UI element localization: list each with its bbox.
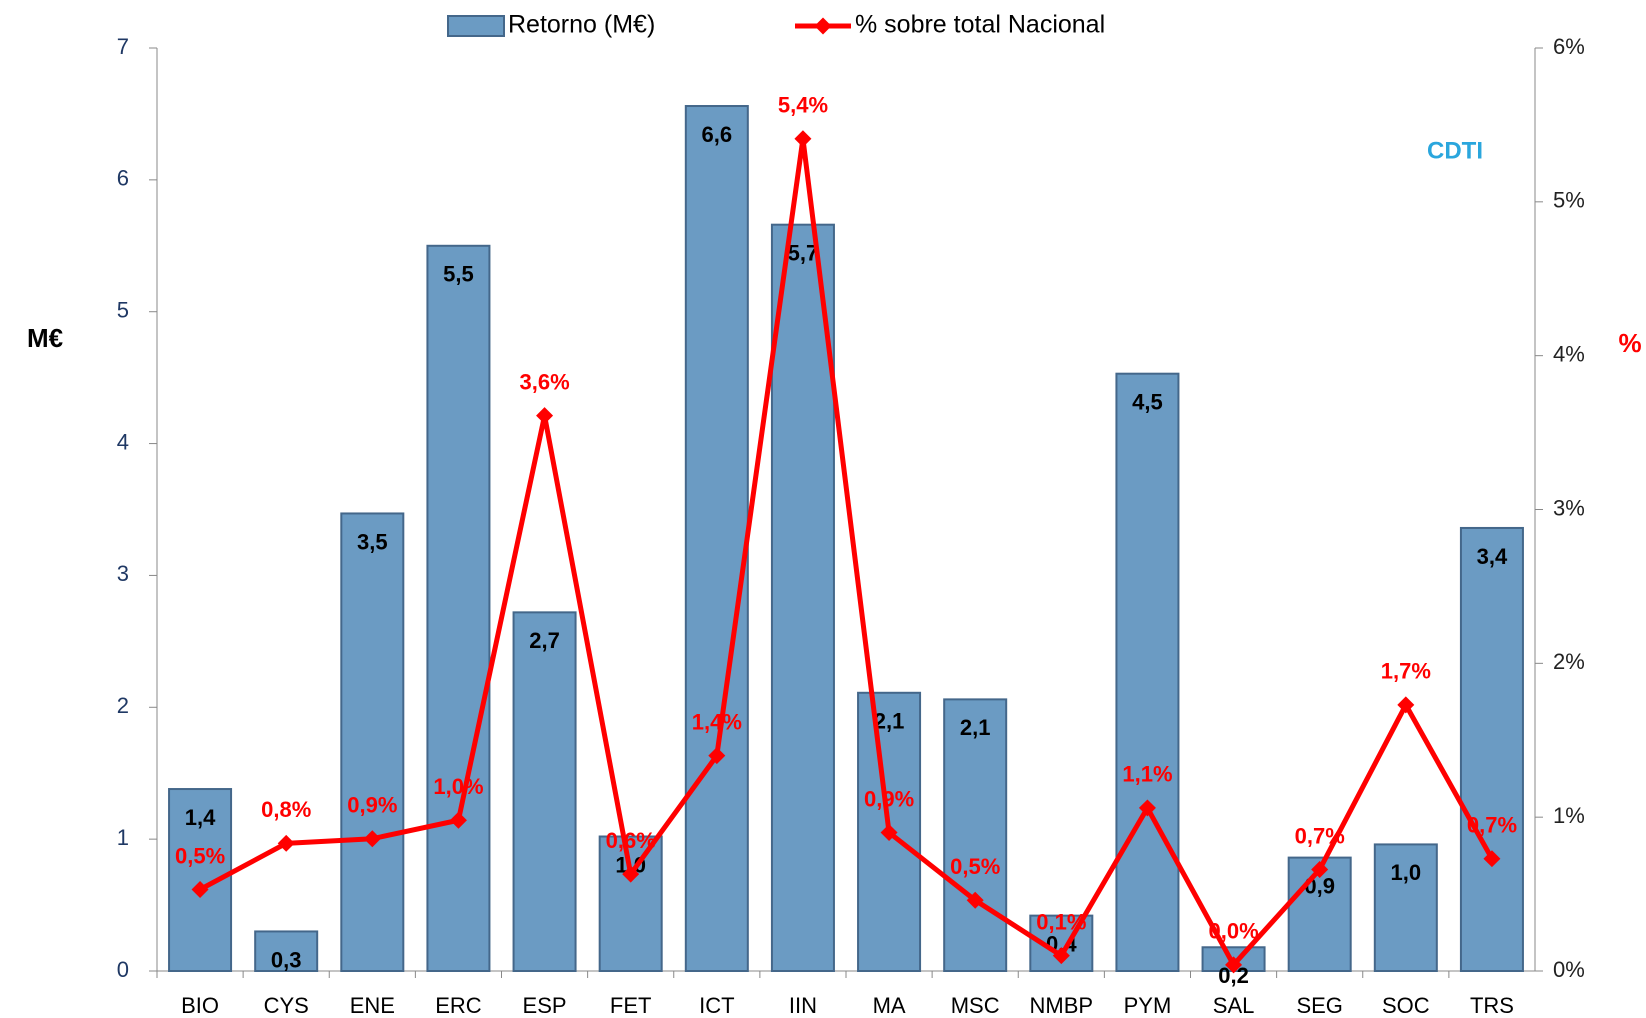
y-axis-title: M€ xyxy=(27,323,63,353)
x-tick-label: IIN xyxy=(789,993,817,1018)
bar-value-label: 2,1 xyxy=(874,709,905,734)
line-marker xyxy=(1052,947,1070,965)
bar xyxy=(512,611,577,972)
bar-value-label: 5,5 xyxy=(443,262,474,287)
y-tick-label: 4 xyxy=(117,429,129,454)
line-value-label: 0,0% xyxy=(1208,919,1258,944)
line-marker xyxy=(880,824,898,842)
line-marker xyxy=(1397,696,1415,714)
x-tick-label: FET xyxy=(610,993,652,1018)
y2-tick-label: 0% xyxy=(1553,957,1585,982)
line-value-label: 0,1% xyxy=(1036,909,1086,934)
x-tick-label: SEG xyxy=(1296,993,1342,1018)
line-value-label: 0,9% xyxy=(347,793,397,818)
line-value-label: 1,0% xyxy=(433,774,483,799)
x-tick-label: ENE xyxy=(350,993,395,1018)
line-value-label: 0,5% xyxy=(950,854,1000,879)
bar xyxy=(426,244,491,973)
bar-value-label: 4,5 xyxy=(1132,389,1163,414)
line-marker xyxy=(1311,860,1329,878)
x-tick-label: ESP xyxy=(523,993,567,1018)
logo-box xyxy=(1418,137,1490,167)
x-tick-label: PYM xyxy=(1124,993,1172,1018)
line-value-label: 5,4% xyxy=(778,93,828,118)
bar xyxy=(1373,843,1438,972)
line-marker xyxy=(1483,850,1501,868)
bar xyxy=(598,835,663,973)
line-value-label: 0,5% xyxy=(175,843,225,868)
x-tick-label: MSC xyxy=(951,993,1000,1018)
x-tick-label: SAL xyxy=(1213,993,1255,1018)
y2-tick-label: 5% xyxy=(1553,188,1585,213)
bar-value-label: 3,5 xyxy=(357,529,388,554)
line xyxy=(198,136,1495,968)
bar xyxy=(1115,372,1180,972)
x-tick-label: ERC xyxy=(435,993,482,1018)
line-marker xyxy=(794,130,812,148)
bar-value-label: 1,0 xyxy=(1391,860,1422,885)
line-marker xyxy=(536,407,554,425)
line-marker xyxy=(449,811,467,829)
line-value-label: 0,9% xyxy=(864,786,914,811)
line-value-label: 0,6% xyxy=(606,828,656,853)
bar-value-label: 0,3 xyxy=(271,947,302,972)
x-tick-label: NMBP xyxy=(1030,993,1094,1018)
bar xyxy=(684,105,749,972)
y-tick-label: 3 xyxy=(117,561,129,586)
legend-marker xyxy=(814,17,832,35)
bar xyxy=(1459,526,1524,973)
y2-tick-label: 1% xyxy=(1553,803,1585,828)
y2-tick-label: 4% xyxy=(1553,341,1585,366)
y-tick-label: 1 xyxy=(117,825,129,850)
bar-value-label: 2,1 xyxy=(960,715,991,740)
line-value-label: 0,8% xyxy=(261,797,311,822)
y-tick-label: 7 xyxy=(117,34,129,59)
bar xyxy=(770,223,835,972)
bar-value-label: 1,4 xyxy=(185,805,216,830)
x-tick-label: MA xyxy=(873,993,906,1018)
line-marker xyxy=(1138,799,1156,817)
bar xyxy=(943,698,1008,972)
line-marker xyxy=(708,747,726,765)
bar-value-label: 3,4 xyxy=(1477,544,1508,569)
line-marker xyxy=(277,834,295,852)
line-marker xyxy=(1225,956,1243,974)
line-marker xyxy=(966,891,984,909)
line-marker xyxy=(363,830,381,848)
bar-value-label: 2,7 xyxy=(529,628,560,653)
legend-label: % sobre total Nacional xyxy=(855,11,1105,39)
bar xyxy=(254,930,319,973)
y-tick-label: 2 xyxy=(117,693,129,718)
y-tick-label: 5 xyxy=(117,298,129,323)
line-marker xyxy=(191,880,209,898)
y-tick-label: 0 xyxy=(117,957,129,982)
logo: CDTI xyxy=(1427,137,1483,164)
x-tick-label: BIO xyxy=(181,993,219,1018)
legend-label: Retorno (M€) xyxy=(508,11,655,39)
bar xyxy=(340,512,405,972)
x-tick-label: TRS xyxy=(1470,993,1514,1018)
y-tick-label: 6 xyxy=(117,166,129,191)
y2-tick-label: 3% xyxy=(1553,495,1585,520)
bar-value-label: 6,6 xyxy=(702,122,733,147)
line-value-label: 1,4% xyxy=(692,709,742,734)
y2-axis-title: % xyxy=(1618,328,1641,358)
x-tick-label: ICT xyxy=(699,993,734,1018)
line-value-label: 0,7% xyxy=(1295,823,1345,848)
legend-swatch xyxy=(447,15,505,37)
y2-tick-label: 6% xyxy=(1553,34,1585,59)
line-marker xyxy=(622,865,640,883)
bar-value-label: 5,7 xyxy=(788,241,819,266)
line-value-label: 1,7% xyxy=(1381,659,1431,684)
y2-tick-label: 2% xyxy=(1553,649,1585,674)
line-value-label: 3,6% xyxy=(519,369,569,394)
x-tick-label: SOC xyxy=(1382,993,1430,1018)
line-value-label: 0,7% xyxy=(1467,813,1517,838)
x-tick-label: CYS xyxy=(264,993,309,1018)
line-value-label: 1,1% xyxy=(1122,762,1172,787)
